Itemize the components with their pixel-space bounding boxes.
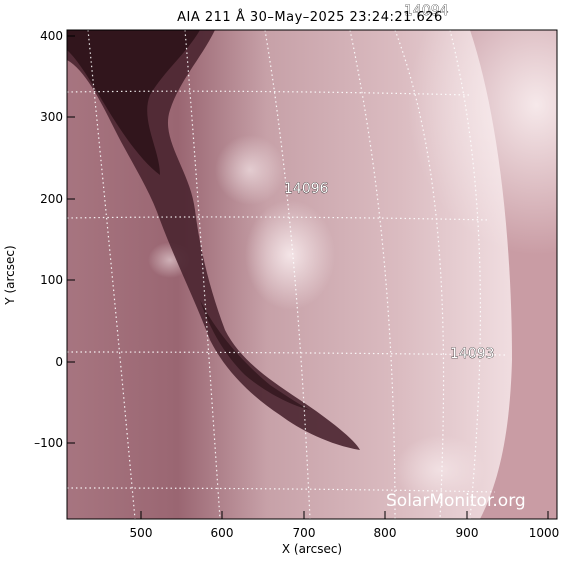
heliographic-grid: [67, 30, 506, 519]
x-tick-label: 900: [456, 526, 479, 540]
y-tick-label: 200: [40, 192, 63, 206]
sun-image: 14094 14096 14093 SolarMonitor.org: [67, 30, 557, 519]
y-tick-label: 400: [40, 29, 63, 43]
x-tick-label: 800: [374, 526, 397, 540]
x-tick-label: 600: [211, 526, 234, 540]
y-tick-label: 300: [40, 110, 63, 124]
y-tick-label: 0: [55, 355, 63, 369]
x-tick-label: 500: [130, 526, 153, 540]
bright-loops-north: [215, 135, 285, 205]
bright-loops-14096: [245, 200, 335, 310]
ar-label-14094-top: 14094: [404, 3, 449, 19]
coronal-hole-core: [67, 30, 200, 175]
y-tick-label: 100: [40, 273, 63, 287]
ar-label-14093: 14093: [450, 346, 495, 362]
x-axis: 500 600 700 800 900 1000 X (arcsec): [130, 511, 560, 556]
figure-title: AIA 211 Å 30–May–2025 23:24:21.626: [177, 9, 443, 25]
watermark: SolarMonitor.org: [386, 491, 526, 511]
x-tick-label: 1000: [529, 526, 560, 540]
plot-frame: [66, 29, 558, 520]
x-axis-label: X (arcsec): [282, 542, 342, 556]
y-axis-label: Y (arcsec): [3, 245, 17, 305]
y-tick-label: –100: [34, 436, 63, 450]
ar-label-14096: 14096: [284, 181, 329, 197]
y-axis: 400 300 200 100 0 –100 Y (arcsec): [3, 29, 75, 450]
limb-glow: [300, 30, 557, 330]
x-tick-label: 700: [293, 526, 316, 540]
bright-patch-south: [395, 435, 485, 505]
